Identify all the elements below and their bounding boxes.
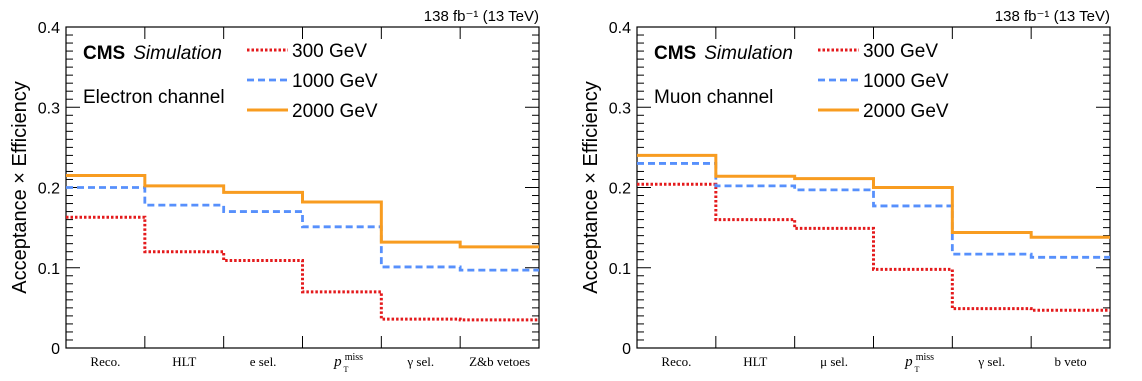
y-tick-label: 0 xyxy=(622,341,631,358)
x-category-label: Reco. xyxy=(661,354,691,369)
x-category-label: μ sel. xyxy=(820,354,848,369)
x-category-label: Reco. xyxy=(90,354,120,369)
channel-label: Electron channel xyxy=(83,87,225,108)
svg-text:T: T xyxy=(343,365,348,374)
y-tick-label: 0 xyxy=(51,341,60,358)
legend-entry: 300 GeV xyxy=(863,41,938,62)
luminosity-label: 138 fb⁻¹ (13 TeV) xyxy=(995,8,1110,25)
y-axis-label: Acceptance × Efficiency xyxy=(580,81,602,294)
y-tick-label: 0.1 xyxy=(609,261,631,278)
series-line-300-gev xyxy=(637,182,1110,312)
legend-entry: 1000 GeV xyxy=(863,71,949,92)
y-tick-label: 0.3 xyxy=(609,100,631,117)
legend-entry: 1000 GeV xyxy=(292,71,378,92)
legend-entry: 2000 GeV xyxy=(863,101,949,122)
experiment-label: CMS Simulation xyxy=(654,43,793,64)
x-category-label: HLT xyxy=(743,354,767,369)
legend-entry: 2000 GeV xyxy=(292,101,378,122)
svg-text:p: p xyxy=(333,354,342,370)
series-line-1000-gev xyxy=(66,186,539,272)
luminosity-label: 138 fb⁻¹ (13 TeV) xyxy=(424,8,539,25)
y-tick-label: 0.4 xyxy=(609,20,631,37)
series-line-1000-gev xyxy=(637,162,1110,259)
legend-entry: 300 GeV xyxy=(292,41,367,62)
y-ticks xyxy=(637,26,1110,349)
experiment-label: CMS Simulation xyxy=(83,43,222,64)
y-tick-label: 0.4 xyxy=(38,20,60,37)
channel-label: Muon channel xyxy=(654,87,773,108)
y-ticks xyxy=(66,26,539,349)
x-category-label: e sel. xyxy=(250,354,277,369)
series-line-2000-gev xyxy=(637,153,1110,239)
y-tick-label: 0.3 xyxy=(38,100,60,117)
series-line-300-gev xyxy=(66,215,539,322)
x-category-label: b veto xyxy=(1055,354,1087,369)
svg-text:T: T xyxy=(914,365,919,374)
x-category-label: HLT xyxy=(172,354,196,369)
svg-text:miss: miss xyxy=(345,352,363,363)
svg-text:p: p xyxy=(904,354,913,370)
x-category-label: γ sel. xyxy=(977,354,1005,369)
svg-text:miss: miss xyxy=(916,352,934,363)
y-tick-label: 0.1 xyxy=(38,261,60,278)
y-tick-label: 0.2 xyxy=(609,181,631,198)
series-line-2000-gev xyxy=(66,173,539,249)
y-tick-label: 0.2 xyxy=(38,181,60,198)
x-category-label: Z&b vetoes xyxy=(469,354,530,369)
y-axis-label: Acceptance × Efficiency xyxy=(9,81,31,294)
x-category-label: γ sel. xyxy=(406,354,434,369)
